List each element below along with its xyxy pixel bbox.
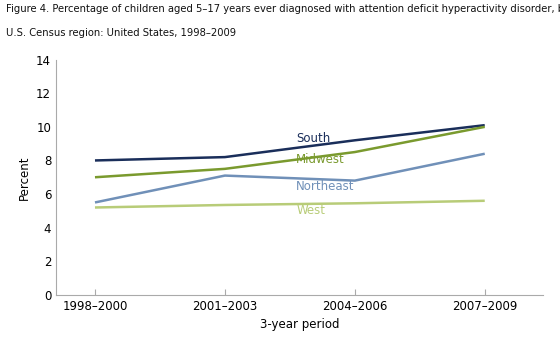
X-axis label: 3-year period: 3-year period (260, 318, 339, 331)
Text: Figure 4. Percentage of children aged 5–17 years ever diagnosed with attention d: Figure 4. Percentage of children aged 5–… (6, 4, 560, 13)
Y-axis label: Percent: Percent (17, 155, 31, 199)
Text: West: West (296, 204, 325, 217)
Text: U.S. Census region: United States, 1998–2009: U.S. Census region: United States, 1998–… (6, 28, 236, 38)
Text: Northeast: Northeast (296, 180, 355, 193)
Text: South: South (296, 132, 330, 145)
Text: Midwest: Midwest (296, 153, 345, 166)
